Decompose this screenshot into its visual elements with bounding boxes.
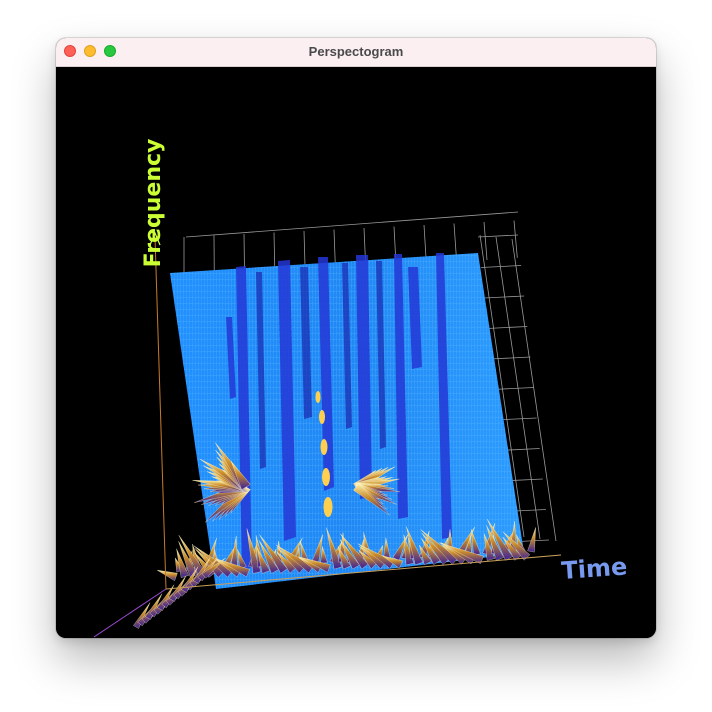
frequency-axis-line — [154, 236, 167, 590]
title-bar: Perspectogram — [56, 38, 656, 67]
perspectogram-canvas[interactable]: Frequency Time — [56, 67, 656, 638]
depth-axis-line — [93, 588, 167, 638]
frequency-axis-label: Frequency — [141, 139, 166, 268]
app-window: Perspectogram — [56, 38, 656, 638]
time-axis-line — [165, 554, 562, 590]
minimize-button[interactable] — [84, 45, 96, 57]
zoom-button[interactable] — [104, 45, 116, 57]
axes — [93, 231, 562, 638]
window-title: Perspectogram — [308, 44, 404, 59]
close-button[interactable] — [64, 45, 76, 57]
time-axis-label: Time — [560, 552, 628, 585]
perspectogram-plot: Frequency Time — [93, 139, 628, 638]
frequency-axis-arrow-icon — [149, 231, 161, 246]
spectrogram-surface — [133, 253, 536, 629]
